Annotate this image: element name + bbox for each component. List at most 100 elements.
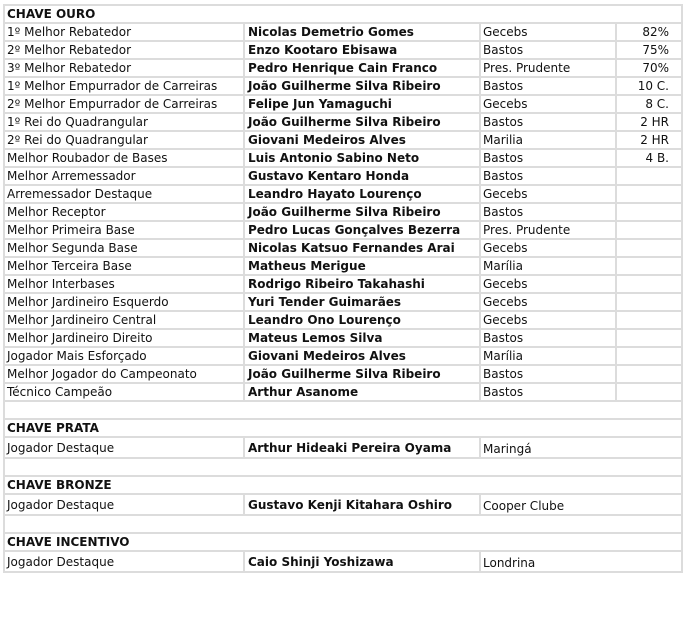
player-cell: Matheus Merigue — [243, 256, 481, 276]
player-cell: Giovani Medeiros Alves — [243, 130, 481, 150]
player-cell: Yuri Tender Guimarães — [243, 292, 481, 312]
player-cell: Pedro Lucas Gonçalves Bezerra — [243, 220, 481, 240]
stat-cell: 2 HR — [615, 130, 683, 150]
player-cell: Giovani Medeiros Alves — [243, 346, 481, 366]
spacer-row — [3, 400, 683, 420]
player-cell: Gustavo Kenji Kitahara Oshiro — [243, 493, 481, 516]
player-cell: Nicolas Demetrio Gomes — [243, 22, 481, 42]
spacer-row — [3, 514, 683, 534]
team-cell: Marília — [479, 256, 617, 276]
team-cell: Bastos — [479, 166, 617, 186]
table-row: Melhor Jardineiro Central Leandro Ono Lou… — [3, 310, 683, 330]
award-cell: Jogador Mais Esforçado — [3, 346, 245, 366]
team-cell: Gecebs — [479, 94, 617, 114]
team-cell: Bastos — [479, 364, 617, 384]
section-header-row: CHAVE BRONZE — [3, 475, 683, 495]
team-cell: Marília — [479, 346, 617, 366]
stat-cell — [615, 346, 683, 366]
team-cell: Pres. Prudente — [479, 220, 617, 240]
awards-table-body: CHAVE OURO 1º Melhor Rebatedor Nicolas Dem… — [3, 4, 683, 573]
stat-cell: 10 C. — [615, 76, 683, 96]
team-cell: Gecebs — [479, 184, 617, 204]
table-row: Jogador Mais Esforçado Giovani Medeiros A… — [3, 346, 683, 366]
award-cell: Melhor Jardineiro Direito — [3, 328, 245, 348]
award-cell: Melhor Jardineiro Central — [3, 310, 245, 330]
team-cell: Bastos — [479, 148, 617, 168]
player-cell: João Guilherme Silva Ribeiro — [243, 364, 481, 384]
team-cell: Bastos — [479, 382, 617, 402]
table-row: Jogador Destaque Gustavo Kenji Kitahara O… — [3, 493, 683, 516]
section-title: CHAVE BRONZE — [3, 475, 683, 495]
table-row: Melhor Primeira Base Pedro Lucas Gonçalve… — [3, 220, 683, 240]
section-title: CHAVE OURO — [3, 4, 683, 24]
player-cell: Felipe Jun Yamaguchi — [243, 94, 481, 114]
section-header-row: CHAVE INCENTIVO — [3, 532, 683, 552]
table-row: 2º Melhor Rebatedor Enzo Kootaro Ebisawa B… — [3, 40, 683, 60]
table-row: Melhor Arremessador Gustavo Kentaro Honda… — [3, 166, 683, 186]
award-cell: Jogador Destaque — [3, 436, 245, 459]
awards-table: CHAVE OURO 1º Melhor Rebatedor Nicolas Dem… — [3, 4, 683, 573]
table-row: 3º Melhor Rebatedor Pedro Henrique Cain F… — [3, 58, 683, 78]
table-row: Melhor Roubador de Bases Luis Antonio Sab… — [3, 148, 683, 168]
stat-cell: 70% — [615, 58, 683, 78]
stat-cell — [615, 256, 683, 276]
player-cell: Luis Antonio Sabino Neto — [243, 148, 481, 168]
stat-cell — [615, 364, 683, 384]
award-cell: Jogador Destaque — [3, 493, 245, 516]
table-row: Melhor Terceira Base Matheus Merigue Maríl… — [3, 256, 683, 276]
award-cell: 2º Melhor Rebatedor — [3, 40, 245, 60]
award-cell: 1º Melhor Rebatedor — [3, 22, 245, 42]
team-cell: Londrina — [479, 550, 683, 573]
award-cell: Melhor Primeira Base — [3, 220, 245, 240]
stat-cell — [615, 184, 683, 204]
player-cell: Caio Shinji Yoshizawa — [243, 550, 481, 573]
spacer-row — [3, 457, 683, 477]
team-cell: Bastos — [479, 40, 617, 60]
table-row: Melhor Jogador do Campeonato João Guilher… — [3, 364, 683, 384]
section-title: CHAVE INCENTIVO — [3, 532, 683, 552]
section-header-row: CHAVE PRATA — [3, 418, 683, 438]
team-cell: Bastos — [479, 202, 617, 222]
award-cell: Melhor Roubador de Bases — [3, 148, 245, 168]
player-cell: Mateus Lemos Silva — [243, 328, 481, 348]
award-cell: 1º Melhor Empurrador de Carreiras — [3, 76, 245, 96]
section-title: CHAVE PRATA — [3, 418, 683, 438]
award-cell: Arremessador Destaque — [3, 184, 245, 204]
table-row: 1º Melhor Empurrador de Carreiras João Gu… — [3, 76, 683, 96]
award-cell: Melhor Interbases — [3, 274, 245, 294]
player-cell: Nicolas Katsuo Fernandes Arai — [243, 238, 481, 258]
team-cell: Gecebs — [479, 292, 617, 312]
table-row: Melhor Receptor João Guilherme Silva Ribe… — [3, 202, 683, 222]
award-cell: Melhor Jogador do Campeonato — [3, 364, 245, 384]
team-cell: Gecebs — [479, 310, 617, 330]
table-row: Melhor Jardineiro Esquerdo Yuri Tender Gu… — [3, 292, 683, 312]
award-cell: Melhor Jardineiro Esquerdo — [3, 292, 245, 312]
team-cell: Maringá — [479, 436, 683, 459]
player-cell: Rodrigo Ribeiro Takahashi — [243, 274, 481, 294]
table-row: 1º Rei do Quadrangular João Guilherme Sil… — [3, 112, 683, 132]
player-cell: Gustavo Kentaro Honda — [243, 166, 481, 186]
stat-cell — [615, 310, 683, 330]
team-cell: Bastos — [479, 112, 617, 132]
table-row: Melhor Interbases Rodrigo Ribeiro Takahas… — [3, 274, 683, 294]
team-cell: Marilia — [479, 130, 617, 150]
player-cell: Arthur Hideaki Pereira Oyama — [243, 436, 481, 459]
award-cell: 1º Rei do Quadrangular — [3, 112, 245, 132]
section-header-row: CHAVE OURO — [3, 4, 683, 24]
award-cell: Melhor Terceira Base — [3, 256, 245, 276]
table-row: Arremessador Destaque Leandro Hayato Lour… — [3, 184, 683, 204]
spacer-cell — [3, 400, 683, 420]
award-cell: 3º Melhor Rebatedor — [3, 58, 245, 78]
spacer-cell — [3, 514, 683, 534]
stat-cell: 4 B. — [615, 148, 683, 168]
table-row: 2º Rei do Quadrangular Giovani Medeiros A… — [3, 130, 683, 150]
award-cell: Melhor Receptor — [3, 202, 245, 222]
stat-cell — [615, 292, 683, 312]
award-cell: 2º Rei do Quadrangular — [3, 130, 245, 150]
award-cell: Melhor Segunda Base — [3, 238, 245, 258]
stat-cell — [615, 238, 683, 258]
stat-cell — [615, 382, 683, 402]
award-cell: Técnico Campeão — [3, 382, 245, 402]
team-cell: Cooper Clube — [479, 493, 683, 516]
table-row: Técnico Campeão Arthur Asanome Bastos — [3, 382, 683, 402]
